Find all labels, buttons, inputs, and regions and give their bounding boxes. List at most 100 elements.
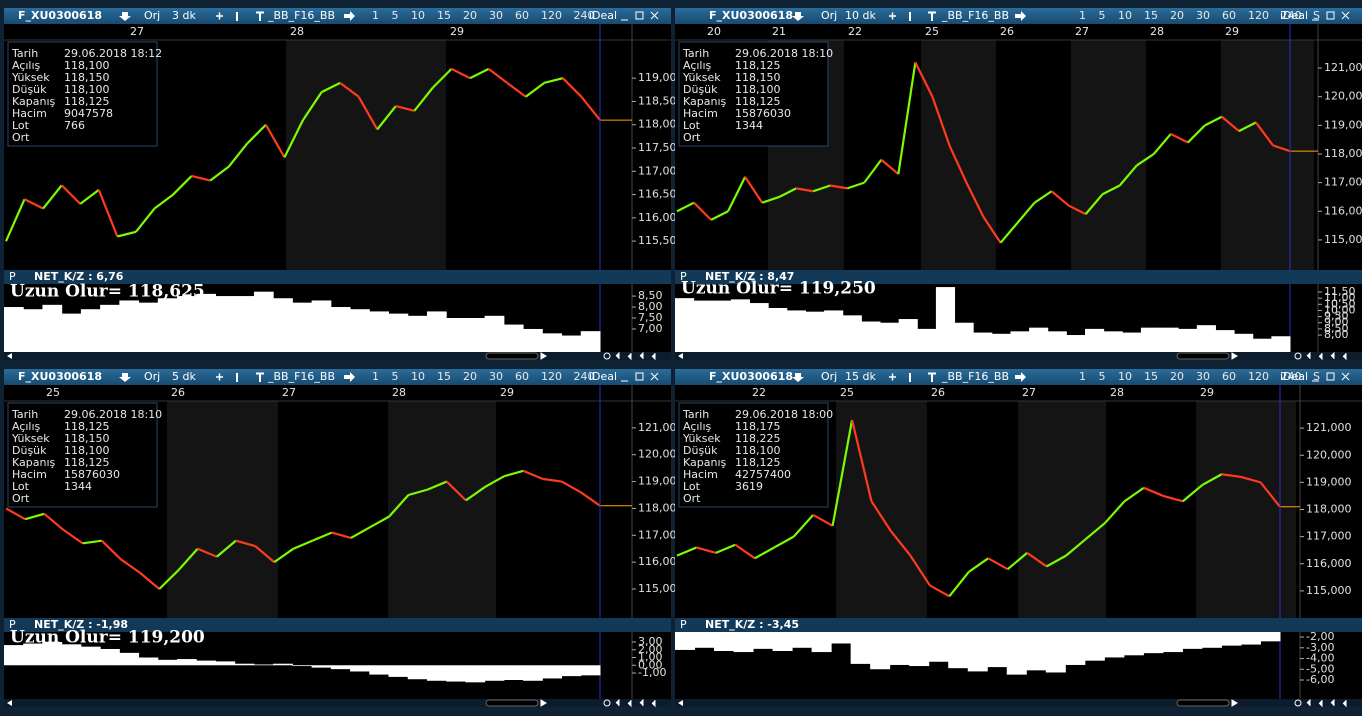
period-button[interactable]: 5	[1099, 370, 1106, 383]
period-button[interactable]: 120	[1248, 370, 1269, 383]
period-button[interactable]: 5	[392, 9, 399, 22]
period-button[interactable]: S	[1313, 9, 1320, 22]
period-button[interactable]: 120	[541, 9, 562, 22]
period-button[interactable]: 30	[489, 9, 503, 22]
scroll-left[interactable]	[7, 700, 12, 706]
scroll-controls[interactable]	[1231, 698, 1347, 708]
period-button[interactable]: 60	[515, 370, 529, 383]
template[interactable]: _BB_F16_BB	[267, 370, 335, 383]
period-button[interactable]: 20	[1170, 370, 1184, 383]
interval[interactable]: 10 dk	[845, 9, 876, 22]
interval[interactable]: 3 dk	[172, 9, 196, 22]
template-icon[interactable]	[928, 11, 936, 22]
template[interactable]: _BB_F16_BB	[941, 9, 1009, 22]
scroll-left[interactable]	[678, 700, 683, 706]
scroll-left[interactable]	[678, 353, 683, 359]
period-button[interactable]: 10	[411, 9, 425, 22]
period-button[interactable]: 30	[489, 370, 503, 383]
period-button[interactable]: 20	[463, 370, 477, 383]
orientation[interactable]: Orj	[144, 9, 160, 22]
scroll-reset[interactable]	[603, 352, 611, 360]
next-icon[interactable]	[1015, 11, 1026, 21]
period-button[interactable]: 5	[1099, 9, 1106, 22]
period-button[interactable]: 240	[1281, 370, 1302, 383]
template-icon[interactable]	[256, 372, 264, 383]
download-icon[interactable]	[119, 373, 131, 382]
period-button[interactable]: 120	[1248, 9, 1269, 22]
interval[interactable]: 15 dk	[845, 370, 876, 383]
info-label: Lot	[683, 119, 701, 132]
period-button[interactable]: 15	[1144, 9, 1158, 22]
period-button[interactable]: 15	[437, 9, 451, 22]
period-button[interactable]: 15	[437, 370, 451, 383]
next-icon[interactable]	[344, 372, 355, 382]
scroll-controls[interactable]	[540, 698, 656, 708]
template-icon[interactable]	[928, 372, 936, 383]
template-icon[interactable]	[256, 11, 264, 22]
period-button[interactable]: 60	[515, 9, 529, 22]
price-tick-label: 119,000	[638, 475, 684, 488]
window-controls[interactable]	[621, 11, 659, 21]
period-button[interactable]: 240	[1281, 9, 1302, 22]
period-button[interactable]: 5	[392, 370, 399, 383]
info-value: 118,125	[735, 59, 781, 72]
price-tick-label: 118,000	[1306, 503, 1352, 516]
period-button[interactable]: 60	[1222, 370, 1236, 383]
period-button[interactable]: 30	[1196, 370, 1210, 383]
symbol[interactable]: F_XU0300618	[709, 370, 793, 383]
price-segment	[82, 539, 102, 545]
period-button[interactable]: 120	[541, 370, 562, 383]
template[interactable]: _BB_F16_BB	[941, 370, 1009, 383]
period-button[interactable]: 30	[1196, 9, 1210, 22]
scroll-thumb[interactable]	[1176, 699, 1230, 707]
period-button[interactable]: 1	[1079, 370, 1086, 383]
price-segment	[139, 572, 160, 590]
download-icon[interactable]	[119, 12, 131, 21]
add-icon[interactable]	[216, 12, 223, 20]
scroll-thumb[interactable]	[485, 699, 539, 707]
period-button[interactable]: 15	[1144, 370, 1158, 383]
symbol[interactable]: F_XU0300618	[18, 9, 102, 22]
add-icon[interactable]	[889, 373, 896, 381]
symbol[interactable]: F_XU0300618	[18, 370, 102, 383]
scroll-thumb[interactable]	[485, 352, 539, 360]
scroll-controls[interactable]	[540, 351, 656, 361]
scroll-thumb[interactable]	[1176, 352, 1230, 360]
period-button[interactable]: 10	[1118, 370, 1132, 383]
next-icon[interactable]	[344, 11, 355, 21]
day-shade	[836, 401, 927, 618]
scroll-controls[interactable]	[1231, 351, 1347, 361]
period-button[interactable]: S	[1313, 370, 1320, 383]
price-tick-label: 116,000	[1306, 557, 1352, 570]
add-icon[interactable]	[889, 12, 896, 20]
add-icon[interactable]	[216, 373, 223, 381]
orientation[interactable]: Orj	[144, 370, 160, 383]
orientation[interactable]: Orj	[821, 9, 837, 22]
next-icon[interactable]	[1015, 372, 1026, 382]
period-button[interactable]: 1	[372, 370, 379, 383]
download-icon[interactable]	[792, 373, 804, 382]
scroll-reset[interactable]	[1294, 699, 1302, 707]
scroll-reset[interactable]	[1294, 352, 1302, 360]
template[interactable]: _BB_F16_BB	[267, 9, 335, 22]
symbol[interactable]: F_XU0300618	[709, 9, 793, 22]
period-button[interactable]: 240	[574, 9, 595, 22]
period-button[interactable]: 240	[574, 370, 595, 383]
day-shade	[286, 40, 446, 270]
period-button[interactable]: 20	[463, 9, 477, 22]
indicator-bar	[675, 270, 1362, 284]
period-button[interactable]: 10	[411, 370, 425, 383]
window-controls[interactable]	[621, 372, 659, 382]
period-button[interactable]: 60	[1222, 9, 1236, 22]
scroll-reset[interactable]	[603, 699, 611, 707]
window-controls[interactable]	[1312, 372, 1350, 382]
interval[interactable]: 5 dk	[172, 370, 196, 383]
orientation[interactable]: Orj	[821, 370, 837, 383]
period-button[interactable]: 1	[1079, 9, 1086, 22]
period-button[interactable]: 10	[1118, 9, 1132, 22]
period-button[interactable]: 20	[1170, 9, 1184, 22]
download-icon[interactable]	[792, 12, 804, 21]
period-button[interactable]: 1	[372, 9, 379, 22]
scroll-left[interactable]	[7, 353, 12, 359]
window-controls[interactable]	[1312, 11, 1350, 21]
